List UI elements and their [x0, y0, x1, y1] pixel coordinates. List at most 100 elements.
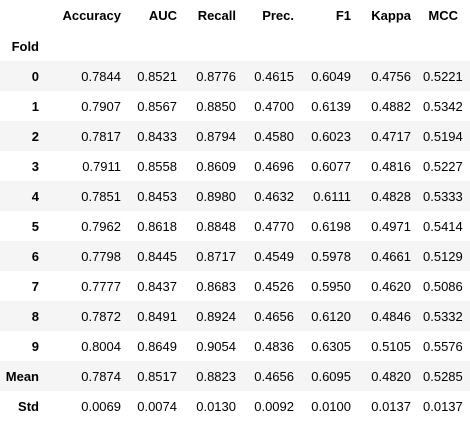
cell-auc: 0.0074 — [137, 398, 177, 414]
column-header-precision: Prec. — [262, 8, 294, 23]
cell-auc: 0.8618 — [137, 218, 177, 234]
cell-accuracy: 0.7777 — [81, 278, 121, 294]
table-row: 3 0.7911 0.8558 0.8609 0.4696 0.6077 0.4816 0.5… — [0, 151, 470, 181]
cell-mcc: 0.5227 — [423, 158, 463, 174]
cell-precision: 0.4696 — [254, 158, 294, 174]
cell-kappa: 0.4717 — [371, 128, 411, 144]
table-row: Std 0.0069 0.0074 0.0130 0.0092 0.0100 0.0137 0… — [0, 391, 470, 421]
cell-f1: 0.6198 — [311, 218, 351, 234]
cell-auc: 0.8491 — [137, 308, 177, 324]
column-header-kappa: Kappa — [371, 8, 411, 23]
column-header-f1: F1 — [335, 8, 351, 23]
cell-recall: 0.8776 — [196, 68, 236, 84]
header-row: Accuracy AUC Recall Prec. F1 Kappa MCC — [0, 0, 470, 31]
cell-auc: 0.8567 — [137, 98, 177, 114]
cell-precision: 0.4656 — [254, 368, 294, 384]
corner-cell — [0, 0, 56, 31]
cell-auc: 0.8521 — [137, 68, 177, 84]
row-label: 1 — [31, 98, 39, 114]
cell-mcc: 0.5285 — [423, 368, 463, 384]
cell-recall: 0.8717 — [196, 248, 236, 264]
cell-accuracy: 0.7874 — [81, 368, 121, 384]
cell-auc: 0.8433 — [137, 128, 177, 144]
cell-accuracy: 0.7907 — [81, 98, 121, 114]
cell-mcc: 0.5576 — [423, 338, 463, 354]
cell-auc: 0.8453 — [137, 188, 177, 204]
row-label: 6 — [31, 248, 39, 264]
cell-auc: 0.8558 — [137, 158, 177, 174]
cell-precision: 0.4549 — [254, 248, 294, 264]
table-row: 6 0.7798 0.8445 0.8717 0.4549 0.5978 0.4661 0.5… — [0, 241, 470, 271]
cell-accuracy: 0.0069 — [81, 398, 121, 414]
cell-precision: 0.4836 — [254, 338, 294, 354]
cell-auc: 0.8649 — [137, 338, 177, 354]
cell-accuracy: 0.8004 — [81, 338, 121, 354]
cell-recall: 0.0130 — [196, 398, 236, 414]
row-label: 2 — [31, 128, 39, 144]
index-name-label: Fold — [11, 38, 39, 54]
cell-f1: 0.6111 — [313, 188, 351, 204]
table-row: Mean 0.7874 0.8517 0.8823 0.4656 0.6095 0.4820… — [0, 361, 470, 391]
cell-kappa: 0.4756 — [371, 68, 411, 84]
row-label: 7 — [31, 278, 39, 294]
table-row: 1 0.7907 0.8567 0.8850 0.4700 0.6139 0.4882 0.5… — [0, 91, 470, 121]
cell-recall: 0.8794 — [196, 128, 236, 144]
cell-f1: 0.0100 — [311, 398, 351, 414]
index-name-row: Fold — [0, 31, 470, 61]
cell-f1: 0.6139 — [311, 98, 351, 114]
cell-recall: 0.8850 — [196, 98, 236, 114]
cell-kappa: 0.4971 — [371, 218, 411, 234]
cell-f1: 0.6120 — [311, 308, 351, 324]
column-header-mcc: MCC — [428, 8, 458, 23]
cell-precision: 0.4580 — [254, 128, 294, 144]
cell-recall: 0.8924 — [196, 308, 236, 324]
cell-f1: 0.6305 — [311, 338, 351, 354]
cell-kappa: 0.4661 — [371, 248, 411, 264]
cell-recall: 0.9054 — [196, 338, 236, 354]
cell-auc: 0.8437 — [137, 278, 177, 294]
cell-kappa: 0.4620 — [371, 278, 411, 294]
cell-kappa: 0.4882 — [371, 98, 411, 114]
cell-kappa: 0.4816 — [371, 158, 411, 174]
column-header-recall: Recall — [197, 8, 236, 23]
cell-mcc: 0.5129 — [423, 248, 463, 264]
row-label: 5 — [31, 218, 39, 234]
cell-precision: 0.4615 — [254, 68, 294, 84]
cell-accuracy: 0.7798 — [81, 248, 121, 264]
row-label: 8 — [31, 308, 39, 324]
cell-mcc: 0.5194 — [423, 128, 463, 144]
cell-mcc: 0.5342 — [423, 98, 463, 114]
row-label: 4 — [31, 188, 39, 204]
table-body: 0 0.7844 0.8521 0.8776 0.4615 0.6049 0.4756 0.5… — [0, 61, 470, 421]
table-row: 4 0.7851 0.8453 0.8980 0.4632 0.6111 0.4828 0.5… — [0, 181, 470, 211]
cell-kappa: 0.4846 — [371, 308, 411, 324]
cell-accuracy: 0.7851 — [81, 188, 121, 204]
cell-recall: 0.8823 — [196, 368, 236, 384]
cell-precision: 0.4770 — [254, 218, 294, 234]
row-label: Mean — [5, 368, 39, 384]
column-header-auc: AUC — [148, 8, 177, 23]
table-row: 5 0.7962 0.8618 0.8848 0.4770 0.6198 0.4971 0.5… — [0, 211, 470, 241]
cell-mcc: 0.5086 — [423, 278, 463, 294]
table-row: 7 0.7777 0.8437 0.8683 0.4526 0.5950 0.4620 0.5… — [0, 271, 470, 301]
cell-precision: 0.4700 — [254, 98, 294, 114]
cell-precision: 0.4526 — [254, 278, 294, 294]
cell-accuracy: 0.7817 — [81, 128, 121, 144]
cell-kappa: 0.4820 — [371, 368, 411, 384]
cell-auc: 0.8445 — [137, 248, 177, 264]
cell-precision: 0.4632 — [254, 188, 294, 204]
cell-mcc: 0.5414 — [423, 218, 463, 234]
cell-accuracy: 0.7962 — [81, 218, 121, 234]
row-label: 3 — [31, 158, 39, 174]
cell-f1: 0.5978 — [311, 248, 351, 264]
table-row: 9 0.8004 0.8649 0.9054 0.4836 0.6305 0.5105 0.5… — [0, 331, 470, 361]
cell-kappa: 0.5105 — [371, 338, 411, 354]
cell-kappa: 0.4828 — [371, 188, 411, 204]
cell-mcc: 0.5221 — [423, 68, 463, 84]
row-label: Std — [18, 398, 39, 414]
cell-kappa: 0.0137 — [371, 398, 411, 414]
table-row: 2 0.7817 0.8433 0.8794 0.4580 0.6023 0.4717 0.5… — [0, 121, 470, 151]
cell-accuracy: 0.7872 — [81, 308, 121, 324]
cell-f1: 0.6095 — [311, 368, 351, 384]
